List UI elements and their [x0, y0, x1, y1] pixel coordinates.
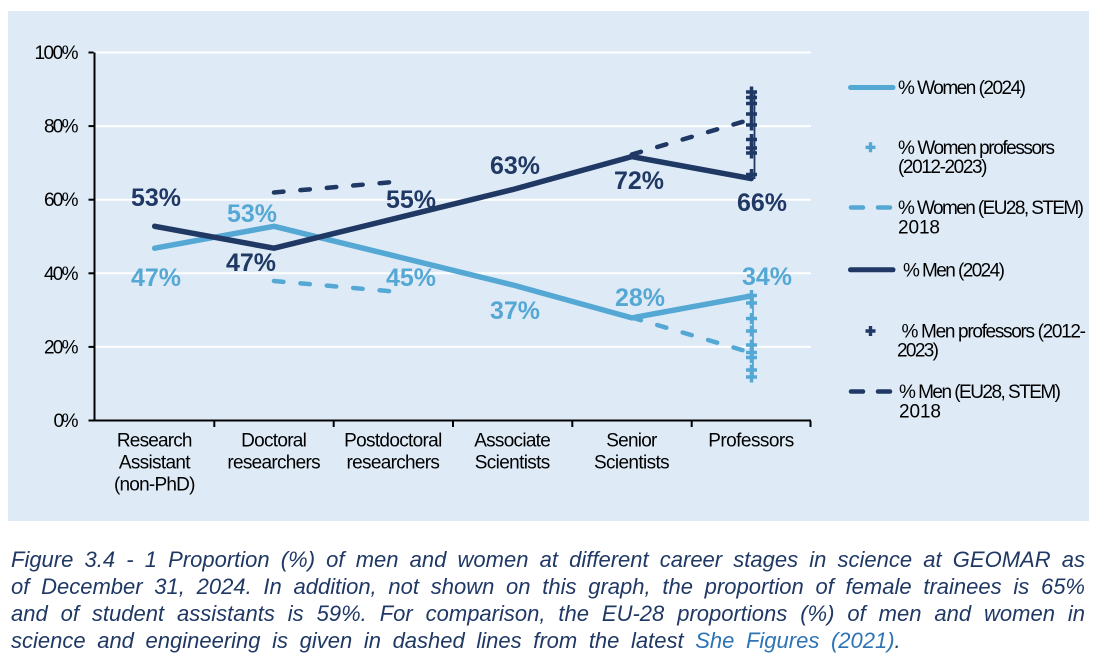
svg-text:72%: 72%	[614, 167, 664, 195]
svg-text:% Women professors: % Women professors	[898, 138, 1055, 159]
svg-text:2023): 2023)	[897, 341, 939, 362]
svg-text:% Men (2024): % Men (2024)	[903, 261, 1005, 282]
svg-text:47%: 47%	[226, 249, 276, 277]
svg-text:80%: 80%	[44, 117, 79, 138]
svg-text:% Men professors (2012-: % Men professors (2012-	[902, 322, 1087, 343]
svg-text:% Men (EU28, STEM): % Men (EU28, STEM)	[899, 382, 1061, 403]
svg-text:Associate: Associate	[474, 431, 551, 452]
svg-text:37%: 37%	[490, 297, 540, 325]
svg-text:47%: 47%	[131, 264, 181, 292]
svg-text:Scientists: Scientists	[594, 453, 670, 474]
svg-text:2018: 2018	[899, 402, 941, 423]
svg-text:Senior: Senior	[606, 431, 658, 452]
svg-text:Postdoctoral: Postdoctoral	[344, 431, 442, 452]
svg-text:53%: 53%	[227, 200, 277, 228]
svg-text:53%: 53%	[131, 184, 181, 212]
svg-text:20%: 20%	[44, 337, 79, 358]
svg-text:Scientists: Scientists	[475, 453, 551, 474]
svg-text:28%: 28%	[615, 284, 665, 312]
svg-text:45%: 45%	[386, 264, 436, 292]
svg-text:Assistant: Assistant	[119, 453, 191, 474]
svg-text:63%: 63%	[490, 152, 540, 180]
svg-text:100%: 100%	[35, 43, 79, 64]
svg-text:66%: 66%	[737, 189, 787, 217]
svg-text:60%: 60%	[44, 190, 79, 211]
svg-text:(non-PhD): (non-PhD)	[114, 475, 196, 496]
svg-text:researchers: researchers	[347, 453, 440, 474]
svg-text:0%: 0%	[54, 411, 79, 432]
svg-text:researchers: researchers	[227, 453, 320, 474]
svg-text:Professors: Professors	[708, 431, 794, 452]
svg-text:% Women (EU28, STEM): % Women (EU28, STEM)	[898, 198, 1084, 219]
svg-text:40%: 40%	[44, 264, 79, 285]
svg-text:55%: 55%	[386, 186, 436, 214]
svg-text:(2012-2023): (2012-2023)	[898, 157, 988, 178]
svg-text:34%: 34%	[742, 263, 792, 291]
svg-text:Research: Research	[117, 431, 193, 452]
svg-text:% Women (2024): % Women (2024)	[898, 78, 1026, 99]
svg-text:Doctoral: Doctoral	[241, 431, 307, 452]
svg-text:2018: 2018	[898, 218, 940, 239]
